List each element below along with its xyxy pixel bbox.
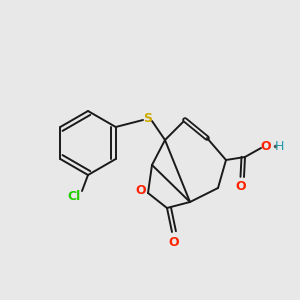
Text: H: H (274, 140, 284, 152)
Text: O: O (261, 140, 271, 152)
Text: O: O (169, 236, 179, 248)
Text: S: S (143, 112, 152, 124)
Text: O: O (136, 184, 146, 197)
Text: Cl: Cl (68, 190, 81, 203)
Text: O: O (236, 179, 246, 193)
